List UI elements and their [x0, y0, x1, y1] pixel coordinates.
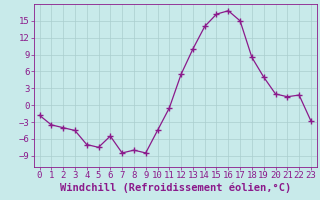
X-axis label: Windchill (Refroidissement éolien,°C): Windchill (Refroidissement éolien,°C) [60, 183, 291, 193]
